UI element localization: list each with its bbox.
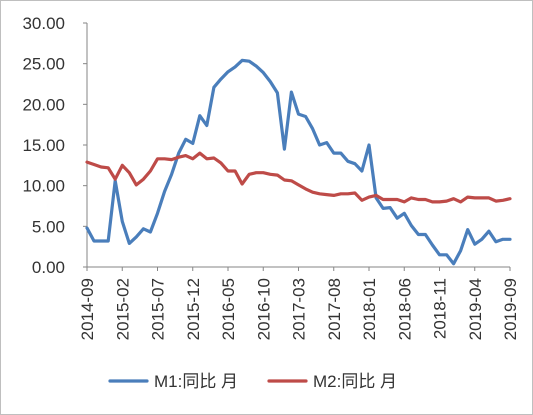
x-tick-label: 2015-12 bbox=[184, 278, 203, 340]
series-line-m2 bbox=[85, 151, 512, 204]
legend-label-m1: M1:同比 月 bbox=[154, 372, 238, 391]
legend-label-m2: M2:同比 月 bbox=[313, 372, 397, 391]
x-tick-label: 2016-10 bbox=[254, 278, 273, 340]
x-tick-label: 2016-05 bbox=[219, 278, 238, 340]
x-tick-label: 2014-09 bbox=[78, 278, 97, 340]
series-line-m1 bbox=[85, 58, 512, 266]
y-tick-label: 10.00 bbox=[22, 177, 65, 196]
x-tick-label: 2019-09 bbox=[501, 278, 520, 340]
y-tick-label: 25.00 bbox=[22, 55, 65, 74]
y-tick-label: 15.00 bbox=[22, 136, 65, 155]
x-tick-label: 2019-04 bbox=[466, 278, 485, 340]
x-tick-label: 2015-07 bbox=[149, 278, 168, 340]
x-tick-label: 2017-08 bbox=[325, 278, 344, 340]
x-tick-label: 2018-01 bbox=[360, 278, 379, 340]
y-tick-label: 20.00 bbox=[22, 95, 65, 114]
y-tick-label: 0.00 bbox=[32, 258, 65, 277]
y-tick-label: 5.00 bbox=[32, 217, 65, 236]
x-tick-label: 2018-06 bbox=[395, 278, 414, 340]
x-tick-label: 2017-03 bbox=[290, 278, 309, 340]
y-tick-label: 30.00 bbox=[22, 14, 65, 33]
x-tick-label: 2018-11 bbox=[431, 278, 450, 339]
x-tick-label: 2015-02 bbox=[113, 278, 132, 340]
